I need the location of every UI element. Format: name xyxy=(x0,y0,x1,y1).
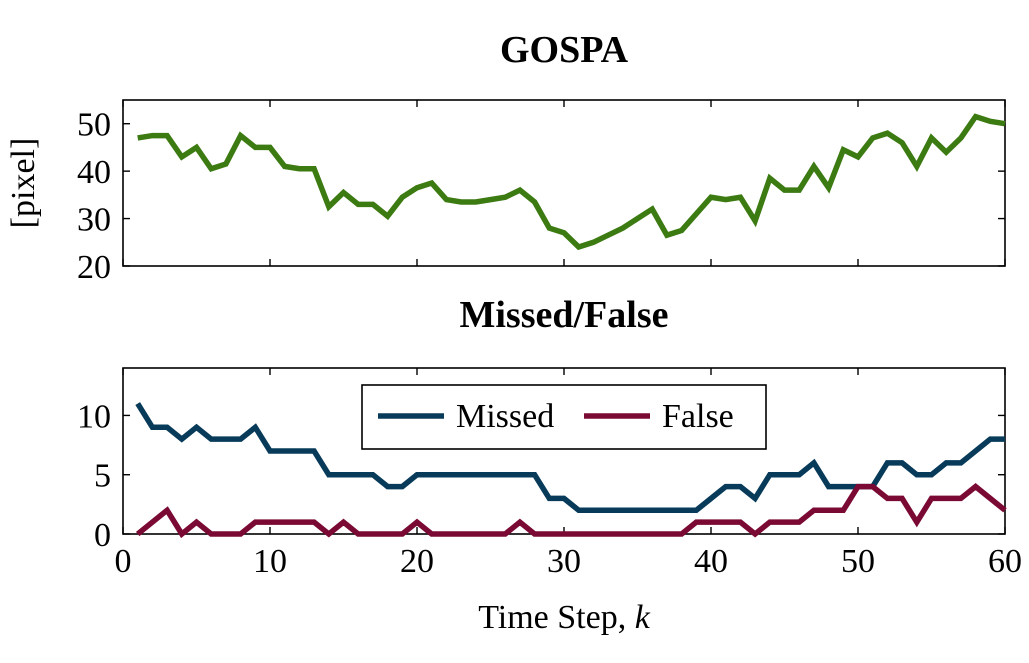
gospa-y-tick-label: 50 xyxy=(77,107,111,144)
legend: Missed False xyxy=(361,384,767,450)
gospa-plot-frame xyxy=(122,99,1006,267)
missed-false-title: Missed/False xyxy=(460,294,669,336)
gospa-ticks: 20 30 40 50 xyxy=(77,100,1006,286)
false-series-line xyxy=(135,483,1007,539)
missed-false-x-tick-label: 40 xyxy=(694,543,728,580)
x-axis-label-text: Time Step, xyxy=(478,599,635,636)
missed-false-y-tick-label: 5 xyxy=(94,458,111,495)
missed-false-x-tick-label: 0 xyxy=(115,543,132,580)
missed-false-x-tick-label: 20 xyxy=(400,543,434,580)
x-axis-label-variable: k xyxy=(635,599,651,636)
gospa-title: GOSPA xyxy=(500,29,629,71)
gospa-y-axis-label: [pixel] xyxy=(5,138,42,229)
missed-false-x-tick-label: 30 xyxy=(547,543,581,580)
gospa-panel: GOSPA [pixel] 20 30 40 50 xyxy=(5,29,1006,286)
x-axis-label: Time Step, k xyxy=(478,599,651,636)
gospa-y-tick-label: 40 xyxy=(77,154,111,191)
gospa-y-tick-label: 20 xyxy=(77,249,111,286)
missed-false-x-tick-label: 10 xyxy=(253,543,287,580)
missed-false-x-tick-label: 50 xyxy=(841,543,875,580)
missed-false-ticks: 0 10 20 30 40 50 60 0 5 10 xyxy=(77,368,1022,580)
missed-false-x-tick-label: 60 xyxy=(988,543,1022,580)
missed-false-series xyxy=(135,402,1007,539)
missed-false-panel: Missed/False 0 10 20 30 40 50 60 0 5 10 Missed Fa… xyxy=(77,294,1022,636)
legend-label-false: False xyxy=(662,398,734,435)
gospa-series xyxy=(137,113,1006,251)
missed-false-y-tick-label: 10 xyxy=(77,398,111,435)
missed-false-y-tick-label: 0 xyxy=(94,517,111,554)
gospa-series-line xyxy=(137,113,1006,251)
gospa-y-tick-label: 30 xyxy=(77,202,111,239)
legend-label-missed: Missed xyxy=(456,398,554,435)
